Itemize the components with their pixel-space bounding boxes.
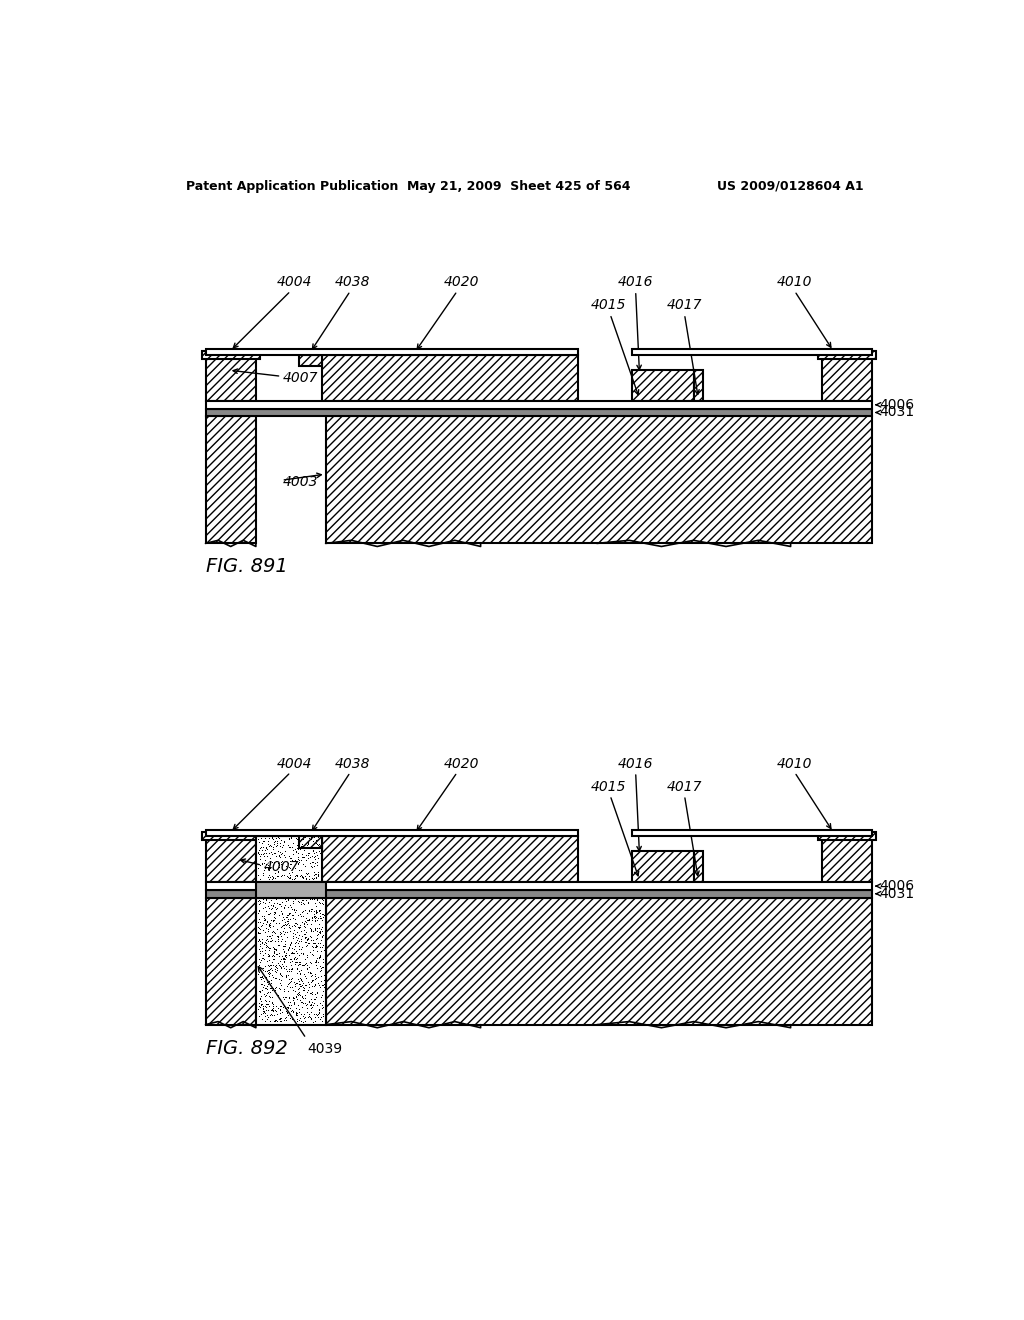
Bar bbox=[206, 832, 256, 882]
Bar bbox=[206, 882, 872, 890]
Text: FIG. 892: FIG. 892 bbox=[206, 1039, 288, 1057]
Bar bbox=[206, 351, 256, 401]
Bar bbox=[202, 832, 260, 840]
Bar bbox=[202, 351, 260, 359]
Bar bbox=[206, 890, 872, 898]
Text: 4016: 4016 bbox=[617, 756, 653, 771]
Bar bbox=[256, 836, 322, 882]
Text: 4004: 4004 bbox=[276, 276, 312, 289]
Bar bbox=[632, 370, 693, 401]
Bar bbox=[326, 898, 872, 1024]
Bar bbox=[322, 836, 578, 882]
Bar bbox=[206, 409, 872, 416]
Text: 4017: 4017 bbox=[667, 780, 702, 793]
Bar bbox=[206, 401, 872, 409]
Bar bbox=[632, 851, 693, 882]
Bar bbox=[299, 836, 322, 847]
Bar bbox=[632, 830, 872, 836]
Text: 4039: 4039 bbox=[308, 1041, 343, 1056]
Text: 4010: 4010 bbox=[777, 276, 812, 289]
Bar bbox=[632, 348, 872, 355]
Bar bbox=[206, 898, 256, 1024]
Text: 4020: 4020 bbox=[443, 756, 479, 771]
Text: Patent Application Publication: Patent Application Publication bbox=[186, 180, 398, 193]
Bar bbox=[299, 355, 322, 367]
Bar bbox=[206, 348, 578, 355]
Text: 4017: 4017 bbox=[667, 298, 702, 313]
Bar bbox=[206, 830, 578, 836]
Bar bbox=[322, 355, 578, 401]
Text: 4010: 4010 bbox=[777, 756, 812, 771]
Text: 4016: 4016 bbox=[617, 276, 653, 289]
Text: 4006: 4006 bbox=[880, 879, 914, 894]
Bar bbox=[818, 351, 876, 359]
Bar bbox=[693, 851, 703, 882]
Text: 4038: 4038 bbox=[335, 756, 371, 771]
Bar bbox=[326, 416, 872, 544]
Text: May 21, 2009  Sheet 425 of 564: May 21, 2009 Sheet 425 of 564 bbox=[407, 180, 631, 193]
Text: FIG. 891: FIG. 891 bbox=[206, 557, 288, 577]
Text: 4020: 4020 bbox=[443, 276, 479, 289]
Text: 4003: 4003 bbox=[283, 475, 318, 488]
Bar bbox=[206, 416, 256, 544]
Bar bbox=[821, 832, 872, 882]
Text: US 2009/0128604 A1: US 2009/0128604 A1 bbox=[717, 180, 863, 193]
Text: 4007: 4007 bbox=[283, 371, 318, 385]
Text: 4038: 4038 bbox=[335, 276, 371, 289]
Bar bbox=[256, 882, 326, 898]
Text: 4031: 4031 bbox=[880, 405, 914, 420]
Bar bbox=[693, 370, 703, 401]
Text: 4015: 4015 bbox=[591, 298, 627, 313]
Text: 4006: 4006 bbox=[880, 397, 914, 412]
Text: 4007: 4007 bbox=[263, 859, 299, 874]
Bar bbox=[256, 898, 326, 1024]
Text: 4004: 4004 bbox=[276, 756, 312, 771]
Bar bbox=[821, 351, 872, 401]
Text: 4015: 4015 bbox=[591, 780, 627, 793]
Text: 4031: 4031 bbox=[880, 887, 914, 900]
Bar bbox=[818, 832, 876, 840]
